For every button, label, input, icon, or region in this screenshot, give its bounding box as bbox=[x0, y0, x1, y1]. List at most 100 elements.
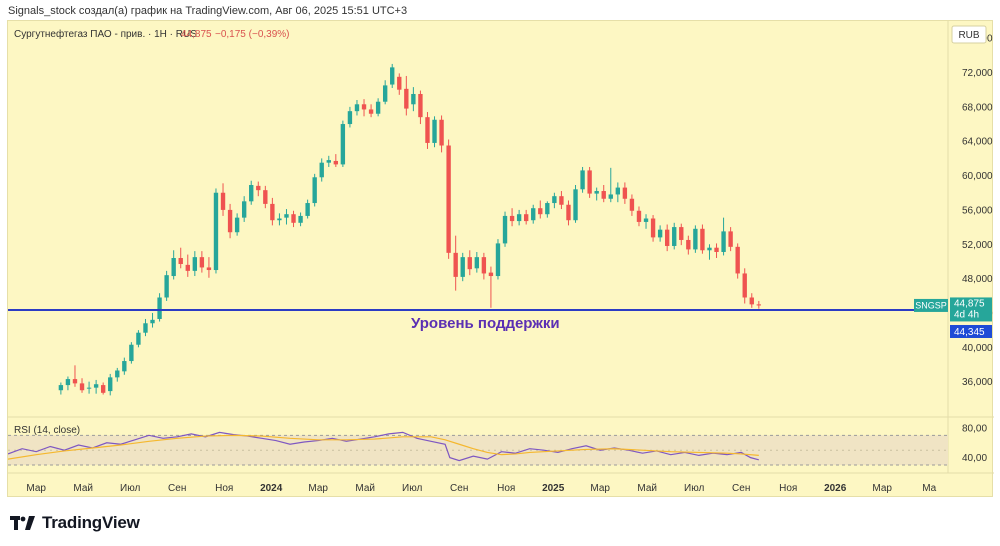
candle-body bbox=[439, 119, 444, 146]
candle bbox=[474, 251, 480, 273]
candle bbox=[650, 215, 656, 242]
last-price-tag[interactable]: 44,875 4d 4h bbox=[950, 297, 992, 322]
candle bbox=[58, 382, 64, 395]
candle bbox=[312, 173, 317, 207]
candle-body bbox=[234, 217, 240, 233]
candle-body bbox=[178, 258, 183, 265]
time-tick-label: Сен bbox=[168, 483, 186, 494]
candle bbox=[664, 224, 670, 252]
candle bbox=[502, 211, 508, 247]
candle-body bbox=[573, 189, 578, 221]
candle-body bbox=[270, 203, 275, 221]
candle bbox=[439, 115, 444, 153]
support-price-label: 44,345 bbox=[954, 327, 985, 338]
candle-body bbox=[164, 275, 169, 298]
support-price-tag[interactable]: 44,345 bbox=[950, 324, 992, 338]
rsi-ma-line bbox=[8, 434, 759, 460]
candle bbox=[213, 188, 219, 274]
candle-body bbox=[150, 319, 155, 324]
tradingview-logo-icon bbox=[10, 516, 35, 530]
candle-body bbox=[305, 203, 310, 216]
candle-body bbox=[531, 208, 536, 221]
candle bbox=[143, 318, 148, 337]
candle bbox=[199, 251, 205, 273]
candle bbox=[672, 222, 677, 250]
candle bbox=[305, 199, 310, 219]
chart-canvas[interactable]: 76,00072,00068,00064,00060,00056,00052,0… bbox=[8, 21, 994, 498]
candle-body bbox=[171, 258, 176, 277]
candle bbox=[93, 379, 99, 394]
candle-body bbox=[672, 227, 677, 246]
chart-caption: Signals_stock создал(а) график на Tradin… bbox=[8, 5, 408, 17]
candle-body bbox=[375, 101, 381, 114]
candle-body bbox=[453, 252, 458, 277]
candles-layer bbox=[58, 63, 762, 396]
candle-body bbox=[615, 187, 621, 195]
time-tick-label: Май bbox=[637, 483, 657, 494]
candle-body bbox=[664, 229, 670, 246]
time-tick-label: 2025 bbox=[542, 483, 565, 494]
candle-body bbox=[481, 257, 487, 274]
candle bbox=[601, 185, 606, 203]
candle bbox=[643, 214, 649, 229]
candle bbox=[573, 185, 578, 223]
candle bbox=[721, 217, 726, 256]
candle bbox=[122, 357, 127, 375]
candle-body bbox=[256, 185, 261, 191]
last-price-label: 44,875 bbox=[954, 298, 985, 309]
chart-panel[interactable]: 76,00072,00068,00064,00060,00056,00052,0… bbox=[7, 20, 994, 498]
candle bbox=[277, 213, 282, 226]
candle bbox=[693, 225, 698, 253]
candle bbox=[686, 235, 691, 255]
time-tick-label: 2024 bbox=[260, 483, 283, 494]
price-tick-label: 56,000 bbox=[962, 205, 993, 216]
candle bbox=[742, 268, 747, 304]
candle bbox=[467, 250, 472, 276]
candle-body bbox=[122, 361, 127, 372]
candle bbox=[284, 209, 289, 225]
candle-body bbox=[538, 208, 543, 215]
candle-body bbox=[693, 228, 698, 250]
candle bbox=[192, 251, 198, 277]
time-axis[interactable]: Мар Май Июл Сен Ноя 2024 Мар Май Июл Сен Ноя 2025 Ма… bbox=[26, 483, 936, 494]
ticker-tag[interactable]: SNGSP bbox=[914, 298, 948, 312]
chart-legend[interactable]: Сургутнефтегаз ПАО - прив. · 1Н · RUS 44… bbox=[14, 28, 290, 40]
candle bbox=[333, 154, 339, 167]
candle bbox=[622, 182, 628, 204]
candle bbox=[636, 206, 642, 227]
candle bbox=[361, 99, 367, 117]
candle-body bbox=[707, 247, 712, 251]
tradingview-logo[interactable]: TradingView bbox=[10, 513, 140, 533]
rsi-title: RSI (14, close) bbox=[14, 425, 80, 436]
candle bbox=[700, 224, 705, 254]
candle-body bbox=[192, 257, 198, 271]
candle-body bbox=[629, 198, 635, 211]
candle-body bbox=[594, 191, 599, 194]
candle bbox=[749, 293, 754, 308]
candle-body bbox=[220, 192, 226, 210]
candle bbox=[509, 208, 515, 227]
candle-body bbox=[411, 93, 416, 105]
plot-area[interactable] bbox=[8, 21, 948, 416]
candle bbox=[150, 312, 155, 328]
candle bbox=[608, 167, 613, 203]
candle bbox=[566, 200, 571, 226]
currency-button[interactable]: RUB bbox=[951, 25, 987, 44]
last-price-background bbox=[950, 297, 992, 322]
time-tick-label: Ноя bbox=[779, 483, 797, 494]
rsi-layer bbox=[8, 431, 948, 466]
candle bbox=[178, 247, 183, 269]
candle bbox=[65, 376, 71, 391]
countdown-label: 4d 4h bbox=[954, 309, 979, 320]
candle-body bbox=[340, 124, 346, 165]
candle-body bbox=[368, 109, 374, 114]
price-tick-label: 48,000 bbox=[962, 274, 993, 285]
candle bbox=[432, 116, 437, 148]
candle-body bbox=[277, 218, 282, 221]
time-tick-label: Мар bbox=[590, 483, 610, 494]
time-tick-label: Июл bbox=[402, 483, 422, 494]
time-tick-label: Ноя bbox=[215, 483, 233, 494]
candle bbox=[220, 183, 226, 216]
candle-body bbox=[185, 264, 190, 271]
candle bbox=[234, 213, 240, 236]
